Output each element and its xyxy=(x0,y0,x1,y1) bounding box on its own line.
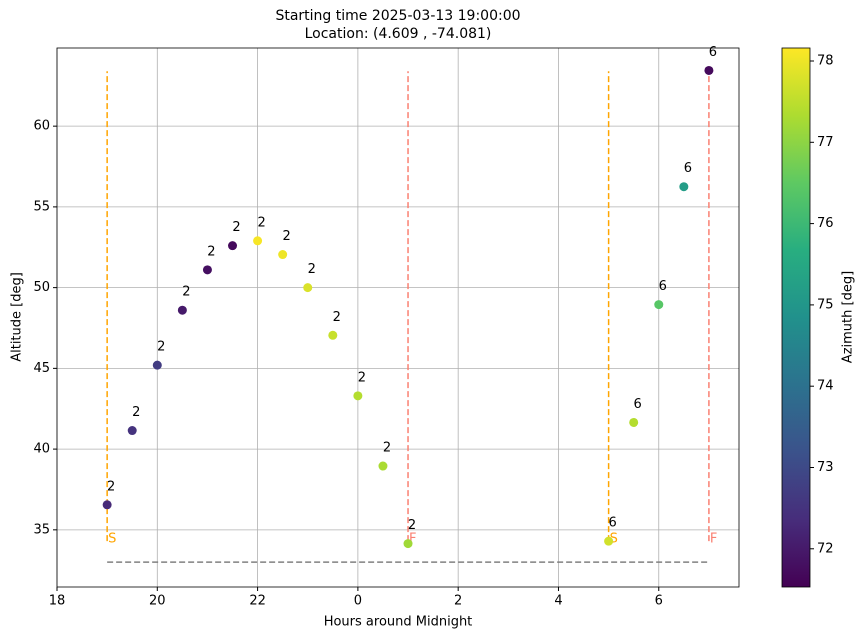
x-tick-label: 20 xyxy=(149,594,166,609)
point xyxy=(403,539,413,549)
point-label: 2 xyxy=(308,262,316,277)
x-tick-label: 4 xyxy=(554,594,562,609)
point xyxy=(654,300,664,310)
point-label: 2 xyxy=(283,229,291,244)
colorbar-tick-label: 78 xyxy=(817,54,834,69)
x-axis-label: Hours around Midnight xyxy=(324,615,473,630)
point-label: 2 xyxy=(232,220,240,235)
y-tick-label: 60 xyxy=(33,119,50,134)
point-label: 2 xyxy=(333,310,341,325)
point xyxy=(704,65,714,75)
point-label: 6 xyxy=(684,161,692,176)
point-label: 6 xyxy=(634,397,642,412)
colorbar-tick-label: 75 xyxy=(817,297,834,312)
point-label: 2 xyxy=(182,285,190,300)
colorbar-tick-label: 73 xyxy=(817,460,834,475)
point xyxy=(152,360,162,370)
x-tick-label: 22 xyxy=(249,594,266,609)
point-label: 2 xyxy=(358,370,366,385)
point-label: 6 xyxy=(709,45,717,60)
y-tick-label: 35 xyxy=(33,522,50,537)
y-tick-label: 45 xyxy=(33,361,50,376)
x-tick-label: 6 xyxy=(655,594,663,609)
point-label: 2 xyxy=(207,244,215,259)
point xyxy=(177,305,187,315)
y-tick-label: 55 xyxy=(33,199,50,214)
window-label: F xyxy=(710,532,717,547)
point xyxy=(303,283,313,293)
point-label: 6 xyxy=(608,516,616,531)
point xyxy=(253,236,263,246)
colorbar-frame xyxy=(781,47,811,588)
colorbar-label: Azimuth [deg] xyxy=(841,271,856,363)
point-label: 2 xyxy=(107,479,115,494)
point xyxy=(629,417,639,427)
x-tick-label: 18 xyxy=(49,594,66,609)
point-label: 6 xyxy=(659,279,667,294)
y-axis-label: Altitude [deg] xyxy=(10,272,25,362)
y-tick-label: 50 xyxy=(33,280,50,295)
chart-subtitle: Location: (4.609 , -74.081) xyxy=(305,26,492,42)
point xyxy=(378,461,388,471)
point-label: 2 xyxy=(408,518,416,533)
point xyxy=(353,391,363,401)
window-label: F xyxy=(409,532,416,547)
point xyxy=(228,241,238,251)
colorbar-tick-label: 72 xyxy=(817,541,834,556)
colorbar-tick-label: 74 xyxy=(817,379,834,394)
point xyxy=(328,330,338,340)
point xyxy=(679,182,689,192)
point-label: 2 xyxy=(132,405,140,420)
point xyxy=(202,265,212,275)
point xyxy=(278,250,288,260)
chart-title: Starting time 2025-03-13 19:00:00 xyxy=(275,8,520,24)
x-tick-label: 2 xyxy=(454,594,462,609)
axes-frame xyxy=(56,47,740,588)
colorbar-tick-label: 76 xyxy=(817,216,834,231)
point-label: 2 xyxy=(257,215,265,230)
point xyxy=(127,426,137,436)
window-label: S xyxy=(108,532,116,547)
window-label: S xyxy=(610,532,618,547)
point xyxy=(102,500,112,510)
y-tick-label: 40 xyxy=(33,442,50,457)
colorbar xyxy=(782,48,810,587)
point-label: 2 xyxy=(383,441,391,456)
point-label: 2 xyxy=(157,340,165,355)
x-tick-label: 0 xyxy=(354,594,362,609)
colorbar-tick-label: 77 xyxy=(817,135,834,150)
point xyxy=(604,536,614,546)
